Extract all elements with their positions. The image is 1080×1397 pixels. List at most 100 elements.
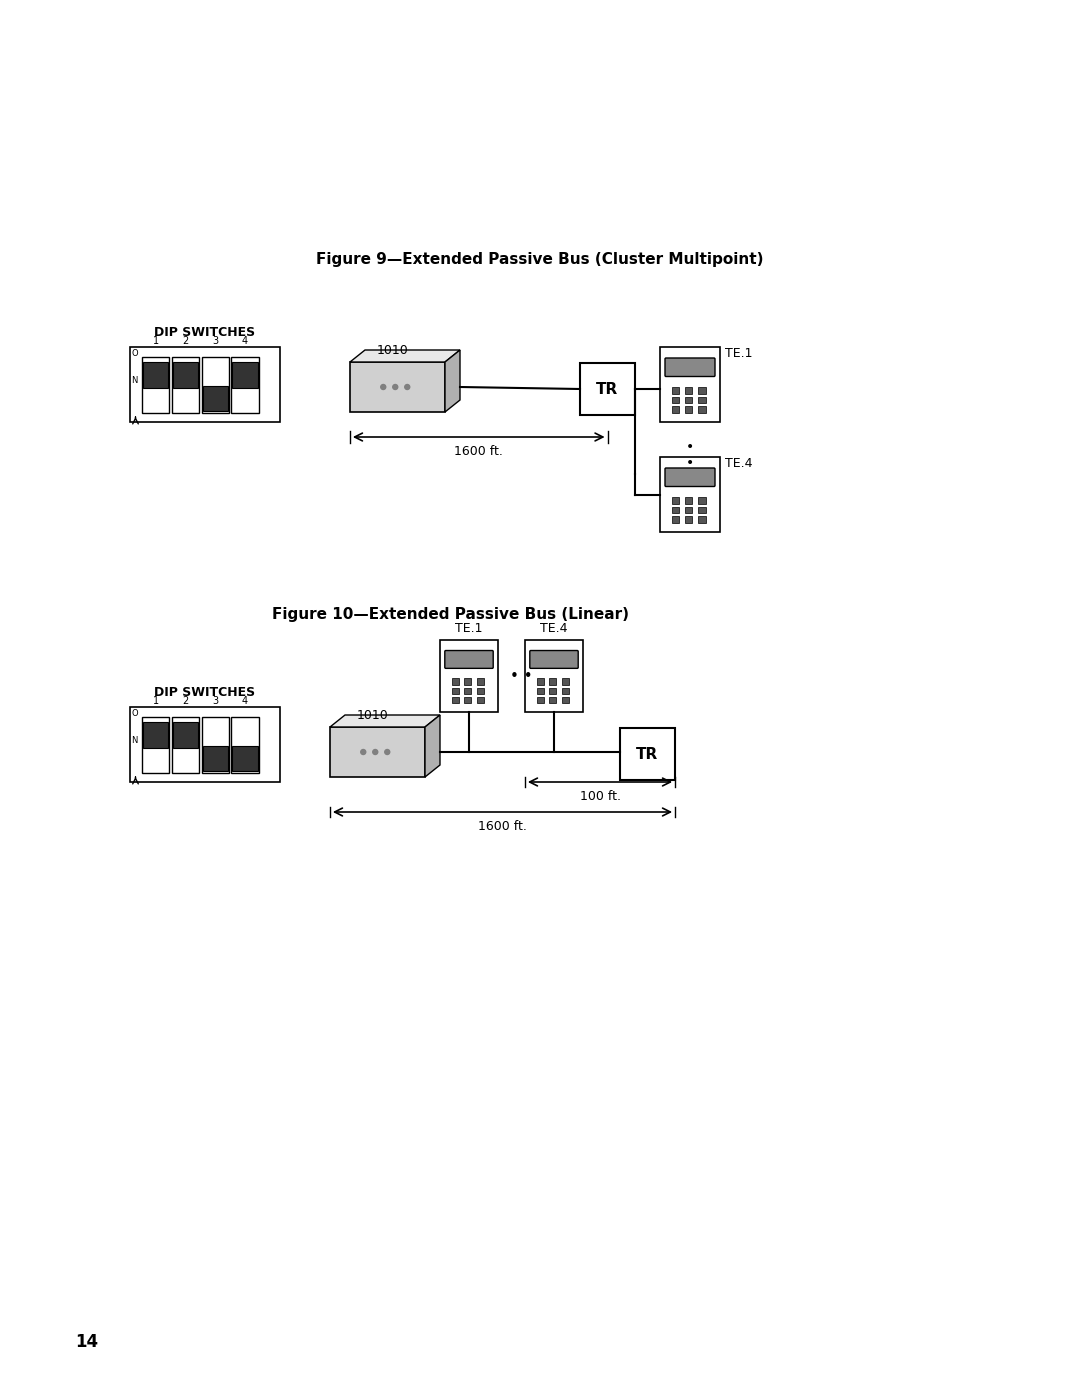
Bar <box>672 407 679 414</box>
FancyBboxPatch shape <box>173 362 198 388</box>
Text: DIP SWITCHES: DIP SWITCHES <box>154 326 256 339</box>
FancyBboxPatch shape <box>665 358 715 377</box>
Polygon shape <box>445 351 460 412</box>
Text: N: N <box>131 376 137 386</box>
FancyBboxPatch shape <box>203 386 228 411</box>
FancyBboxPatch shape <box>172 356 199 414</box>
FancyBboxPatch shape <box>141 717 170 773</box>
Bar <box>685 407 692 414</box>
Text: 1010: 1010 <box>377 344 408 358</box>
Bar <box>699 507 705 513</box>
Bar <box>537 687 543 694</box>
Text: TR: TR <box>596 381 619 397</box>
Text: •
•: • • <box>686 440 694 471</box>
Polygon shape <box>426 715 440 777</box>
Text: 2: 2 <box>183 337 189 346</box>
Text: TE.1: TE.1 <box>456 622 483 636</box>
FancyBboxPatch shape <box>580 363 635 415</box>
FancyBboxPatch shape <box>141 356 170 414</box>
Bar <box>477 687 484 694</box>
Text: TE.4: TE.4 <box>725 457 753 469</box>
Text: N: N <box>131 736 137 745</box>
Circle shape <box>384 750 390 754</box>
Bar <box>477 678 484 685</box>
Circle shape <box>393 384 397 390</box>
Text: O: O <box>131 710 137 718</box>
Bar <box>685 517 692 522</box>
FancyBboxPatch shape <box>530 651 578 668</box>
Bar <box>537 697 543 703</box>
FancyBboxPatch shape <box>130 707 280 782</box>
Bar <box>685 507 692 513</box>
FancyBboxPatch shape <box>231 356 258 414</box>
FancyBboxPatch shape <box>143 722 168 747</box>
FancyBboxPatch shape <box>525 640 583 712</box>
Bar <box>451 678 459 685</box>
Text: TR: TR <box>636 746 659 761</box>
Circle shape <box>373 750 378 754</box>
FancyBboxPatch shape <box>202 356 229 414</box>
Bar <box>477 697 484 703</box>
FancyBboxPatch shape <box>620 728 675 780</box>
Bar <box>562 697 569 703</box>
Text: TE.4: TE.4 <box>540 622 568 636</box>
Text: TE.1: TE.1 <box>725 346 753 360</box>
Circle shape <box>405 384 409 390</box>
Bar <box>537 678 543 685</box>
Circle shape <box>381 384 386 390</box>
Text: Figure 9—Extended Passive Bus (Cluster Multipoint): Figure 9—Extended Passive Bus (Cluster M… <box>316 251 764 267</box>
FancyBboxPatch shape <box>130 346 280 422</box>
Text: 4: 4 <box>242 696 248 705</box>
FancyBboxPatch shape <box>231 717 258 773</box>
Text: 1600 ft.: 1600 ft. <box>478 820 527 833</box>
Bar <box>550 687 556 694</box>
Text: 2: 2 <box>183 696 189 705</box>
Text: O: O <box>131 349 137 358</box>
Bar <box>672 497 679 503</box>
Text: • •: • • <box>510 669 532 683</box>
Bar <box>550 697 556 703</box>
Bar <box>464 678 471 685</box>
FancyBboxPatch shape <box>330 726 426 777</box>
Bar <box>672 387 679 394</box>
Bar <box>464 697 471 703</box>
Polygon shape <box>350 351 460 362</box>
FancyBboxPatch shape <box>143 362 168 388</box>
FancyBboxPatch shape <box>203 746 228 771</box>
FancyBboxPatch shape <box>232 746 258 771</box>
FancyBboxPatch shape <box>202 717 229 773</box>
Text: 1010: 1010 <box>356 710 389 722</box>
Bar <box>672 507 679 513</box>
Bar <box>550 678 556 685</box>
Bar <box>699 517 705 522</box>
Bar <box>685 387 692 394</box>
Text: 100 ft.: 100 ft. <box>580 789 621 803</box>
Bar <box>685 397 692 404</box>
FancyBboxPatch shape <box>660 457 720 532</box>
Bar <box>699 407 705 414</box>
Text: 3: 3 <box>212 696 218 705</box>
Bar <box>451 687 459 694</box>
Circle shape <box>361 750 366 754</box>
Text: 1: 1 <box>152 696 159 705</box>
Text: 1: 1 <box>152 337 159 346</box>
Text: 4: 4 <box>242 337 248 346</box>
FancyBboxPatch shape <box>665 468 715 486</box>
FancyBboxPatch shape <box>660 346 720 422</box>
Bar <box>672 517 679 522</box>
Polygon shape <box>330 715 440 726</box>
FancyBboxPatch shape <box>232 362 258 388</box>
Bar <box>699 397 705 404</box>
FancyBboxPatch shape <box>440 640 498 712</box>
FancyBboxPatch shape <box>350 362 445 412</box>
FancyBboxPatch shape <box>445 651 494 668</box>
Bar <box>699 387 705 394</box>
Bar <box>672 397 679 404</box>
Text: DIP SWITCHES: DIP SWITCHES <box>154 686 256 698</box>
Bar <box>562 678 569 685</box>
FancyBboxPatch shape <box>173 722 198 747</box>
Bar <box>562 687 569 694</box>
Bar <box>451 697 459 703</box>
Text: 1600 ft.: 1600 ft. <box>455 446 503 458</box>
FancyBboxPatch shape <box>172 717 199 773</box>
